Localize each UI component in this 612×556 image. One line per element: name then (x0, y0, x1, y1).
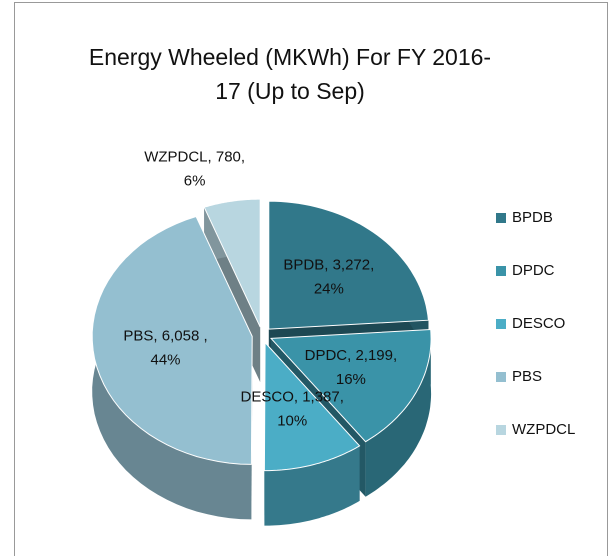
legend-swatch (496, 425, 506, 435)
data-label-percent: 16% (336, 371, 366, 388)
legend-swatch (496, 319, 506, 329)
chart-title: Energy Wheeled (MKWh) For FY 2016-17 (Up… (88, 44, 492, 104)
chart-frame (14, 2, 608, 556)
legend-swatch (496, 372, 506, 382)
data-label-percent: 10% (277, 413, 307, 430)
data-label: DPDC, 2,199, (305, 347, 398, 364)
pie-slice-group (263, 341, 361, 526)
data-label-percent: 24% (314, 281, 344, 298)
slice (263, 341, 361, 472)
pie-slice-group (91, 215, 253, 520)
data-label-percent: 6% (184, 173, 206, 190)
data-label: PBS, 6,058 , (123, 328, 207, 345)
slice (268, 200, 429, 330)
slice (270, 328, 432, 443)
legend-label: PBS (512, 368, 542, 385)
slice-wall (264, 445, 360, 526)
data-label-percent: 44% (151, 352, 181, 369)
slice (203, 198, 261, 328)
legend-label: DPDC (512, 262, 555, 279)
data-label: DESCO, 1,387, (241, 389, 344, 406)
legend-swatch (496, 266, 506, 276)
slice (91, 215, 253, 465)
data-label: BPDB, 3,272, (283, 257, 374, 274)
data-label: WZPDCL, 780, (144, 149, 245, 166)
legend-label: DESCO (512, 315, 565, 332)
legend-label: BPDB (512, 209, 553, 226)
legend-label: WZPDCL (512, 421, 575, 438)
slice-wall (365, 329, 432, 497)
legend-swatch (496, 213, 506, 223)
